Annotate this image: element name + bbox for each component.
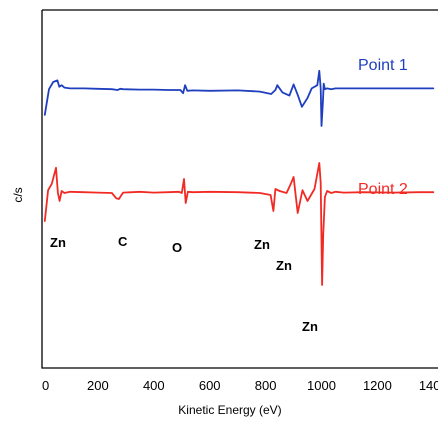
annotation-label: Zn	[254, 237, 270, 252]
series-line-2	[43, 162, 435, 286]
x-tick-label: 400	[143, 378, 165, 393]
x-tick-label: 1400	[419, 378, 438, 393]
x-tick-labels: 0 200 400 600 800 1000 1200 1400	[42, 378, 438, 393]
annotations: Zn C O Zn Zn Zn	[50, 234, 318, 334]
series-labels: Point 1 Point 2	[358, 57, 408, 198]
series-label-1: Point 1	[358, 57, 408, 74]
x-tick-label: 0	[42, 378, 49, 393]
series-label-2: Point 2	[358, 181, 408, 198]
annotation-label: Zn	[302, 319, 318, 334]
x-tick-label: 1200	[363, 378, 392, 393]
y-axis-title: c/s	[11, 187, 25, 202]
axis-frame	[41, 10, 438, 369]
x-tick-label: 600	[199, 378, 221, 393]
annotation-label: O	[172, 240, 182, 255]
annotation-label: Zn	[50, 235, 66, 250]
series-group	[43, 69, 435, 286]
annotation-label: Zn	[276, 258, 292, 273]
x-axis-title: Kinetic Energy (eV)	[178, 403, 281, 417]
series-line-1	[43, 69, 435, 127]
x-tick-label: 1000	[307, 378, 336, 393]
x-tick-label: 200	[87, 378, 109, 393]
x-tick-label: 800	[255, 378, 277, 393]
annotation-label: C	[118, 234, 128, 249]
